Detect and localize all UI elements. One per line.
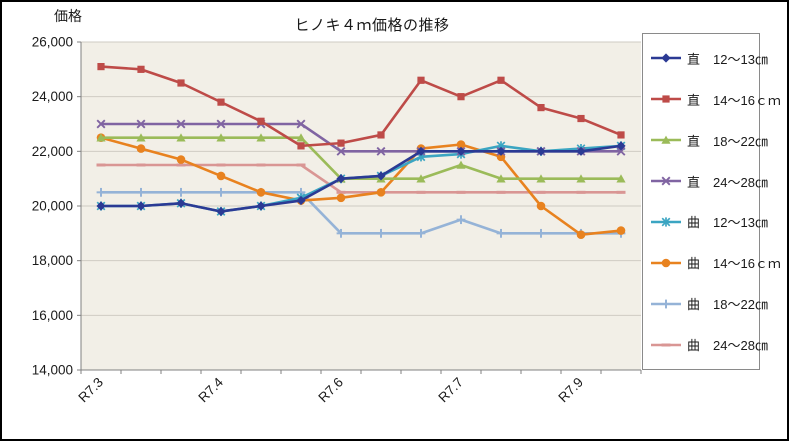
x-tick-label: R7.3: [75, 375, 106, 406]
legend-label: 曲 14〜16ｃｍ: [687, 256, 781, 272]
legend-label: 直 24〜28㎝: [687, 174, 768, 190]
series-2: [96, 133, 626, 183]
legend-item: 直 14〜16ｃｍ: [650, 90, 781, 109]
series-5: [96, 133, 626, 239]
y-tick-label: 24,000: [32, 89, 73, 104]
legend-item: 曲 18〜22㎝: [650, 294, 768, 313]
legend-marker-square: [651, 95, 681, 103]
series-line: [99, 144, 623, 213]
legend-marker-dash: [651, 343, 681, 347]
x-tick-label: R7.6: [315, 375, 346, 406]
y-tick-label: 14,000: [32, 363, 73, 378]
x-tick-label: R7.7: [435, 375, 466, 406]
legend-label: 曲 12〜13㎝: [687, 215, 768, 231]
legend-marker-diamond: [651, 53, 681, 64]
y-tick-label: 20,000: [32, 199, 73, 214]
series-line: [99, 191, 623, 235]
legend-marker-x: [651, 176, 681, 186]
chart-title: ヒノキ４ｍ価格の推移: [294, 17, 450, 34]
series-7: [96, 163, 626, 194]
legend-label: 直 18〜22㎝: [687, 133, 768, 149]
legend-item: 曲 24〜28㎝: [650, 335, 768, 354]
series-line: [99, 136, 623, 236]
y-tick-label: 22,000: [32, 144, 73, 159]
legend-marker-asterisk: [651, 217, 681, 227]
y-tick-label: 26,000: [32, 35, 73, 50]
series-line: [99, 163, 623, 194]
legend-item: 曲 14〜16ｃｍ: [650, 253, 781, 272]
series-line: [99, 136, 623, 180]
series-0: [96, 141, 626, 217]
series-line: [99, 65, 623, 148]
series-6: [96, 187, 626, 238]
legend-marker-plus: [651, 299, 681, 309]
x-tick-label: R7.4: [195, 374, 226, 405]
legend-item: 直 24〜28㎝: [650, 172, 768, 191]
y-axis-title: 価格: [54, 8, 82, 24]
legend-label: 曲 18〜22㎝: [687, 297, 768, 313]
series-1: [97, 63, 625, 150]
legend-item: 直 18〜22㎝: [650, 131, 768, 150]
legend-item: 直 12〜13㎝: [650, 49, 768, 68]
y-tick-label: 16,000: [32, 308, 73, 323]
legend-label: 曲 24〜28㎝: [687, 338, 768, 354]
x-tick-label: R7.9: [555, 375, 586, 406]
legend-label: 直 12〜13㎝: [687, 51, 768, 67]
legend-item: 曲 12〜13㎝: [650, 212, 768, 231]
legend-marker-circle: [651, 258, 681, 268]
legend-marker-triangle: [651, 135, 681, 144]
legend-label: 直 14〜16ｃｍ: [687, 92, 781, 108]
y-tick-label: 18,000: [32, 253, 73, 268]
